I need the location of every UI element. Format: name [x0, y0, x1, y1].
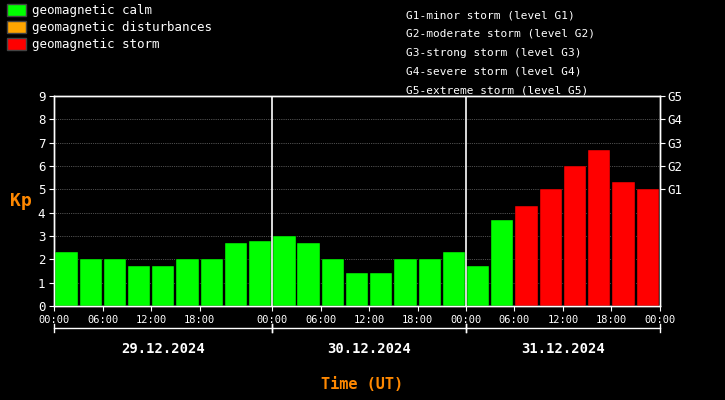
Text: G2-moderate storm (level G2): G2-moderate storm (level G2)	[406, 29, 595, 39]
Bar	[637, 189, 659, 306]
Bar	[467, 266, 489, 306]
Bar	[588, 150, 610, 306]
Text: Time (UT): Time (UT)	[321, 377, 404, 392]
Legend: geomagnetic calm, geomagnetic disturbances, geomagnetic storm: geomagnetic calm, geomagnetic disturbanc…	[7, 4, 212, 51]
Bar	[564, 166, 586, 306]
Bar	[128, 266, 150, 306]
Bar	[80, 259, 102, 306]
Text: G5-extreme storm (level G5): G5-extreme storm (level G5)	[406, 85, 588, 95]
Bar	[492, 220, 513, 306]
Bar	[613, 182, 634, 306]
Bar	[201, 259, 223, 306]
Text: 30.12.2024: 30.12.2024	[327, 342, 411, 356]
Text: G1-minor storm (level G1): G1-minor storm (level G1)	[406, 10, 575, 20]
Bar	[322, 259, 344, 306]
Bar	[346, 273, 368, 306]
Bar	[418, 259, 441, 306]
Bar	[104, 259, 126, 306]
Bar	[515, 206, 538, 306]
Bar	[225, 243, 247, 306]
Bar	[152, 266, 175, 306]
Bar	[539, 189, 562, 306]
Bar	[443, 252, 465, 306]
Bar	[249, 241, 271, 306]
Text: G3-strong storm (level G3): G3-strong storm (level G3)	[406, 48, 581, 58]
Bar	[176, 259, 199, 306]
Text: 29.12.2024: 29.12.2024	[122, 342, 205, 356]
Bar	[55, 252, 78, 306]
Text: G4-severe storm (level G4): G4-severe storm (level G4)	[406, 66, 581, 76]
Bar	[273, 236, 296, 306]
Bar	[394, 259, 417, 306]
Bar	[297, 243, 320, 306]
Text: 31.12.2024: 31.12.2024	[521, 342, 605, 356]
Text: Kp: Kp	[10, 192, 32, 210]
Bar	[370, 273, 392, 306]
